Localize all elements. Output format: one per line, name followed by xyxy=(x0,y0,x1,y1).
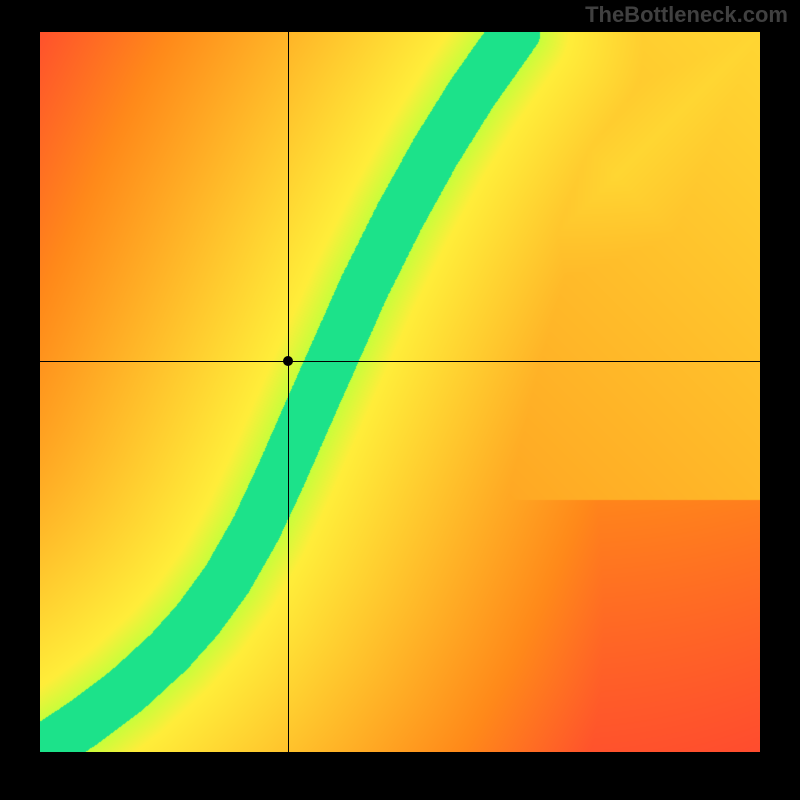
watermark-text: TheBottleneck.com xyxy=(585,2,788,28)
crosshair-horizontal xyxy=(40,361,760,362)
marker-dot xyxy=(283,356,293,366)
crosshair-vertical xyxy=(288,32,289,752)
heatmap-plot xyxy=(40,32,760,752)
heatmap-canvas xyxy=(40,32,760,752)
chart-frame: TheBottleneck.com xyxy=(0,0,800,800)
